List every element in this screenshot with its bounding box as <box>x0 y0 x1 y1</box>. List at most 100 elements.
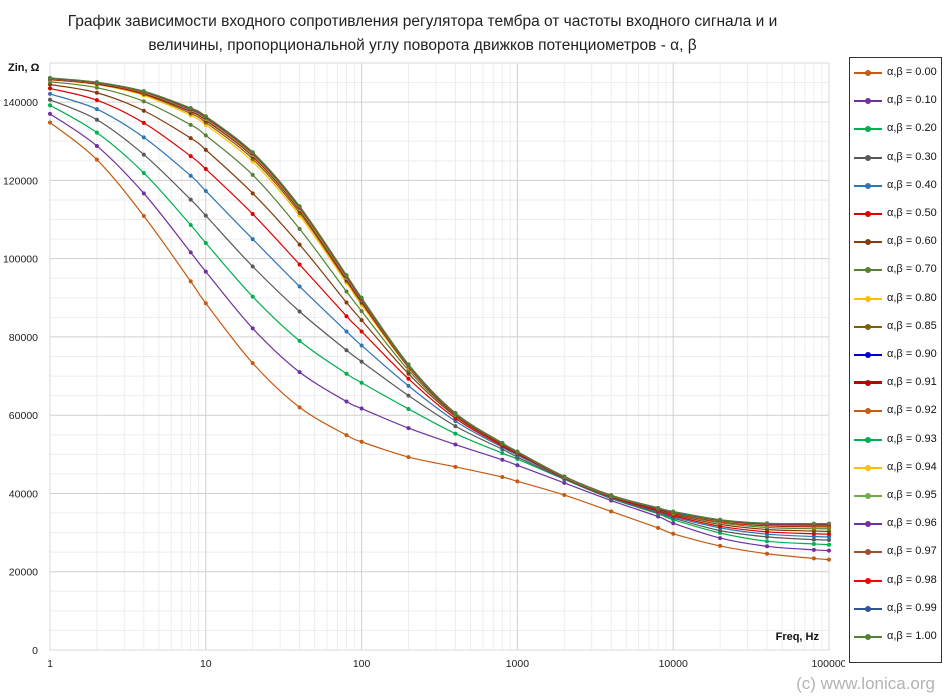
legend-label: α,β = 0.95 <box>887 489 937 501</box>
data-point <box>203 213 208 218</box>
x-tick-label: 10000 <box>659 658 688 670</box>
series-9 <box>48 77 831 529</box>
data-point <box>188 197 193 202</box>
series-13 <box>48 76 831 528</box>
data-point <box>765 534 770 539</box>
y-axis-ticks: 0 20000 40000 60000 80000 100000 120000 140000 <box>3 97 38 657</box>
series-15 <box>48 76 831 528</box>
legend-marker <box>865 634 871 640</box>
data-point <box>811 531 816 536</box>
legend-marker <box>865 126 871 133</box>
series-20 <box>48 75 831 526</box>
x-tick-label: 100 <box>353 658 371 670</box>
data-point <box>827 532 831 537</box>
series-4 <box>48 91 831 539</box>
legend-label: α,β = 0.00 <box>887 66 937 78</box>
data-point <box>827 538 831 543</box>
data-point <box>203 301 208 306</box>
data-point <box>344 289 349 294</box>
data-point <box>765 539 770 544</box>
x-tick-label: 10 <box>200 658 212 670</box>
data-point <box>250 150 255 155</box>
data-point <box>718 536 723 541</box>
series-line <box>49 78 830 527</box>
data-point <box>359 406 364 411</box>
data-point <box>344 433 349 438</box>
series-line <box>49 77 830 526</box>
data-point <box>297 204 302 209</box>
legend-label: α,β = 0.85 <box>887 319 937 332</box>
series-14 <box>48 76 831 528</box>
data-point <box>765 521 770 526</box>
legend-marker <box>865 380 871 387</box>
data-point <box>359 295 364 300</box>
series-0 <box>48 120 831 562</box>
series-16 <box>48 76 831 528</box>
data-point <box>141 108 146 113</box>
data-point <box>250 237 255 242</box>
data-point <box>406 376 411 381</box>
data-point <box>827 548 831 553</box>
legend-label: α,β = 0.50 <box>887 207 937 219</box>
data-point <box>94 90 99 95</box>
data-point <box>188 279 193 284</box>
series-19 <box>48 76 831 526</box>
x-tick-label: 1 <box>47 658 53 670</box>
data-point <box>203 241 208 246</box>
legend-label: α,β = 0.93 <box>887 432 937 445</box>
data-point <box>344 371 349 376</box>
line-chart: 020000400006000080000100000120000140000 … <box>3 62 845 670</box>
data-point <box>671 509 676 514</box>
watermark: (c) www.lonica.org <box>796 674 935 693</box>
data-point <box>656 505 661 510</box>
legend-label: α,β = 0.90 <box>887 348 937 360</box>
data-point <box>250 294 255 299</box>
data-point <box>141 152 146 157</box>
data-point <box>344 314 349 319</box>
data-point <box>453 431 458 436</box>
data-point <box>827 534 831 539</box>
data-point <box>203 133 208 138</box>
data-point <box>671 521 676 526</box>
legend-label: α,β = 1.00 <box>887 630 937 642</box>
legend-marker <box>865 549 871 556</box>
data-point <box>297 309 302 314</box>
data-point <box>188 122 193 127</box>
data-point <box>453 442 458 447</box>
legend-label: α,β = 0.10 <box>887 94 937 107</box>
data-point <box>94 157 99 162</box>
data-point <box>811 521 816 526</box>
minor-grid <box>50 62 829 650</box>
data-point <box>297 405 302 410</box>
data-point <box>188 106 193 111</box>
y-tick-label: 100000 <box>3 254 38 266</box>
data-point <box>48 111 52 116</box>
series-line <box>49 78 830 526</box>
x-axis-ticks: 1 10 100 1000 10000 100000 <box>47 658 845 670</box>
data-point <box>250 361 255 366</box>
data-point <box>141 170 146 175</box>
data-point <box>827 521 831 526</box>
data-point <box>48 120 52 125</box>
data-point <box>453 419 458 424</box>
series-line <box>49 79 830 528</box>
data-point <box>718 528 723 533</box>
data-point <box>359 343 364 348</box>
chart-title-line-2: величины, пропорциональной углу поворота… <box>148 37 697 54</box>
data-point <box>203 167 208 172</box>
series-line <box>49 78 830 527</box>
data-point <box>188 136 193 141</box>
data-point <box>718 543 723 548</box>
data-point <box>765 544 770 549</box>
data-point <box>188 250 193 255</box>
legend-marker <box>865 408 871 415</box>
data-point <box>500 451 505 456</box>
data-point <box>203 114 208 119</box>
data-point <box>94 98 99 103</box>
data-point <box>297 284 302 289</box>
series-line <box>49 87 830 535</box>
legend-marker <box>865 70 871 76</box>
legend-label: α,β = 0.60 <box>887 235 937 248</box>
legend-marker <box>865 521 871 528</box>
data-point <box>141 120 146 125</box>
